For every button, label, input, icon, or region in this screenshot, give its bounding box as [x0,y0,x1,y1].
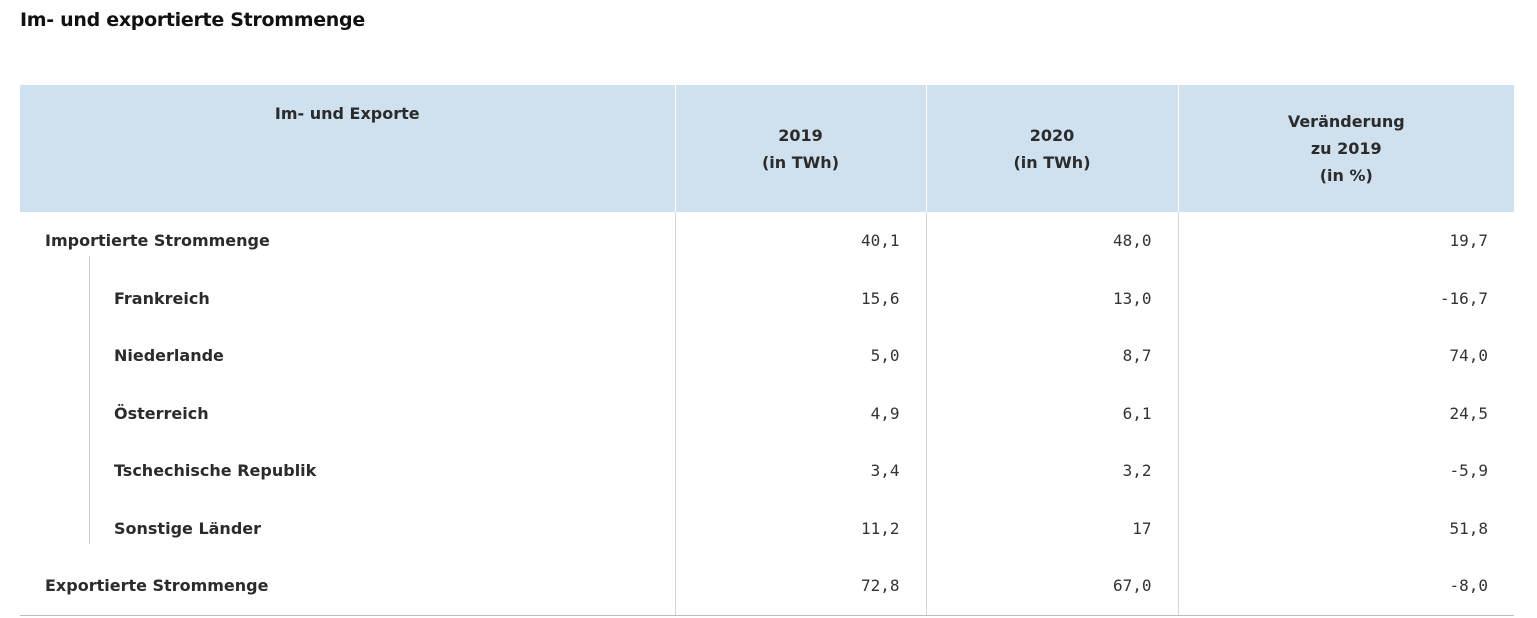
value-2020: 17 [925,499,1178,557]
header-line: (in TWh) [761,152,840,172]
row-label: Niederlande [114,346,224,366]
header-line: 2020 [1029,125,1075,145]
value-2019: 3,4 [674,442,926,500]
table-row: Österreich 4,9 6,1 24,5 [20,384,1514,442]
value-2019: 5,0 [674,327,926,385]
table-row: Importierte Strommenge 40,1 48,0 19,7 [20,212,1514,270]
page-title: Im- und exportierte Strommenge [20,9,365,31]
table-row: Frankreich 15,6 13,0 -16,7 [20,269,1514,327]
value-2020: 67,0 [925,557,1178,616]
column-header-2019: 2019 (in TWh) [674,85,926,212]
value-change: -8,0 [1177,557,1514,616]
value-change: 51,8 [1177,499,1514,557]
value-change: -16,7 [1177,269,1514,327]
value-change: 19,7 [1177,212,1514,270]
electricity-trade-table: Im- und Exporte 2019 (in TWh) 2020 (in T… [20,85,1514,616]
subgroup-indent-line [89,256,90,544]
value-change: 24,5 [1177,384,1514,442]
column-header-category: Im- und Exporte [20,85,675,212]
column-header-2020: 2020 (in TWh) [925,85,1178,212]
header-line: (in TWh) [1013,152,1091,172]
row-label: Importierte Strommenge [45,231,270,251]
value-2020: 13,0 [925,269,1178,327]
header-line: Veränderung [1287,112,1405,131]
table-row: Tschechische Republik 3,4 3,2 -5,9 [20,442,1514,500]
header-line: 2019 [778,125,823,145]
table-header-row: Im- und Exporte 2019 (in TWh) 2020 (in T… [20,85,1514,212]
value-2019: 4,9 [674,384,926,442]
value-change: -5,9 [1177,442,1514,500]
value-2020: 6,1 [925,384,1178,442]
value-2020: 8,7 [925,327,1178,385]
table-row: Exportierte Strommenge 72,8 67,0 -8,0 [20,557,1514,616]
column-header-change: Veränderung zu 2019 (in %) [1177,85,1514,212]
row-label: Tschechische Republik [114,461,317,481]
header-line: Im- und Exporte [274,104,420,123]
table-row: Sonstige Länder 11,2 17 51,8 [20,499,1514,557]
row-label: Exportierte Strommenge [20,557,675,616]
value-2019: 72,8 [674,557,926,616]
row-label: Österreich [114,403,209,423]
header-line: (in %) [1319,166,1373,185]
value-change: 74,0 [1177,327,1514,385]
value-2019: 15,6 [674,269,926,327]
table-row: Niederlande 5,0 8,7 74,0 [20,327,1514,385]
row-label: Frankreich [114,288,210,308]
row-label: Sonstige Länder [114,518,262,538]
value-2019: 11,2 [674,499,926,557]
value-2020: 48,0 [925,212,1178,270]
header-line: zu 2019 [1310,139,1382,158]
value-2020: 3,2 [925,442,1178,500]
value-2019: 40,1 [674,212,926,270]
